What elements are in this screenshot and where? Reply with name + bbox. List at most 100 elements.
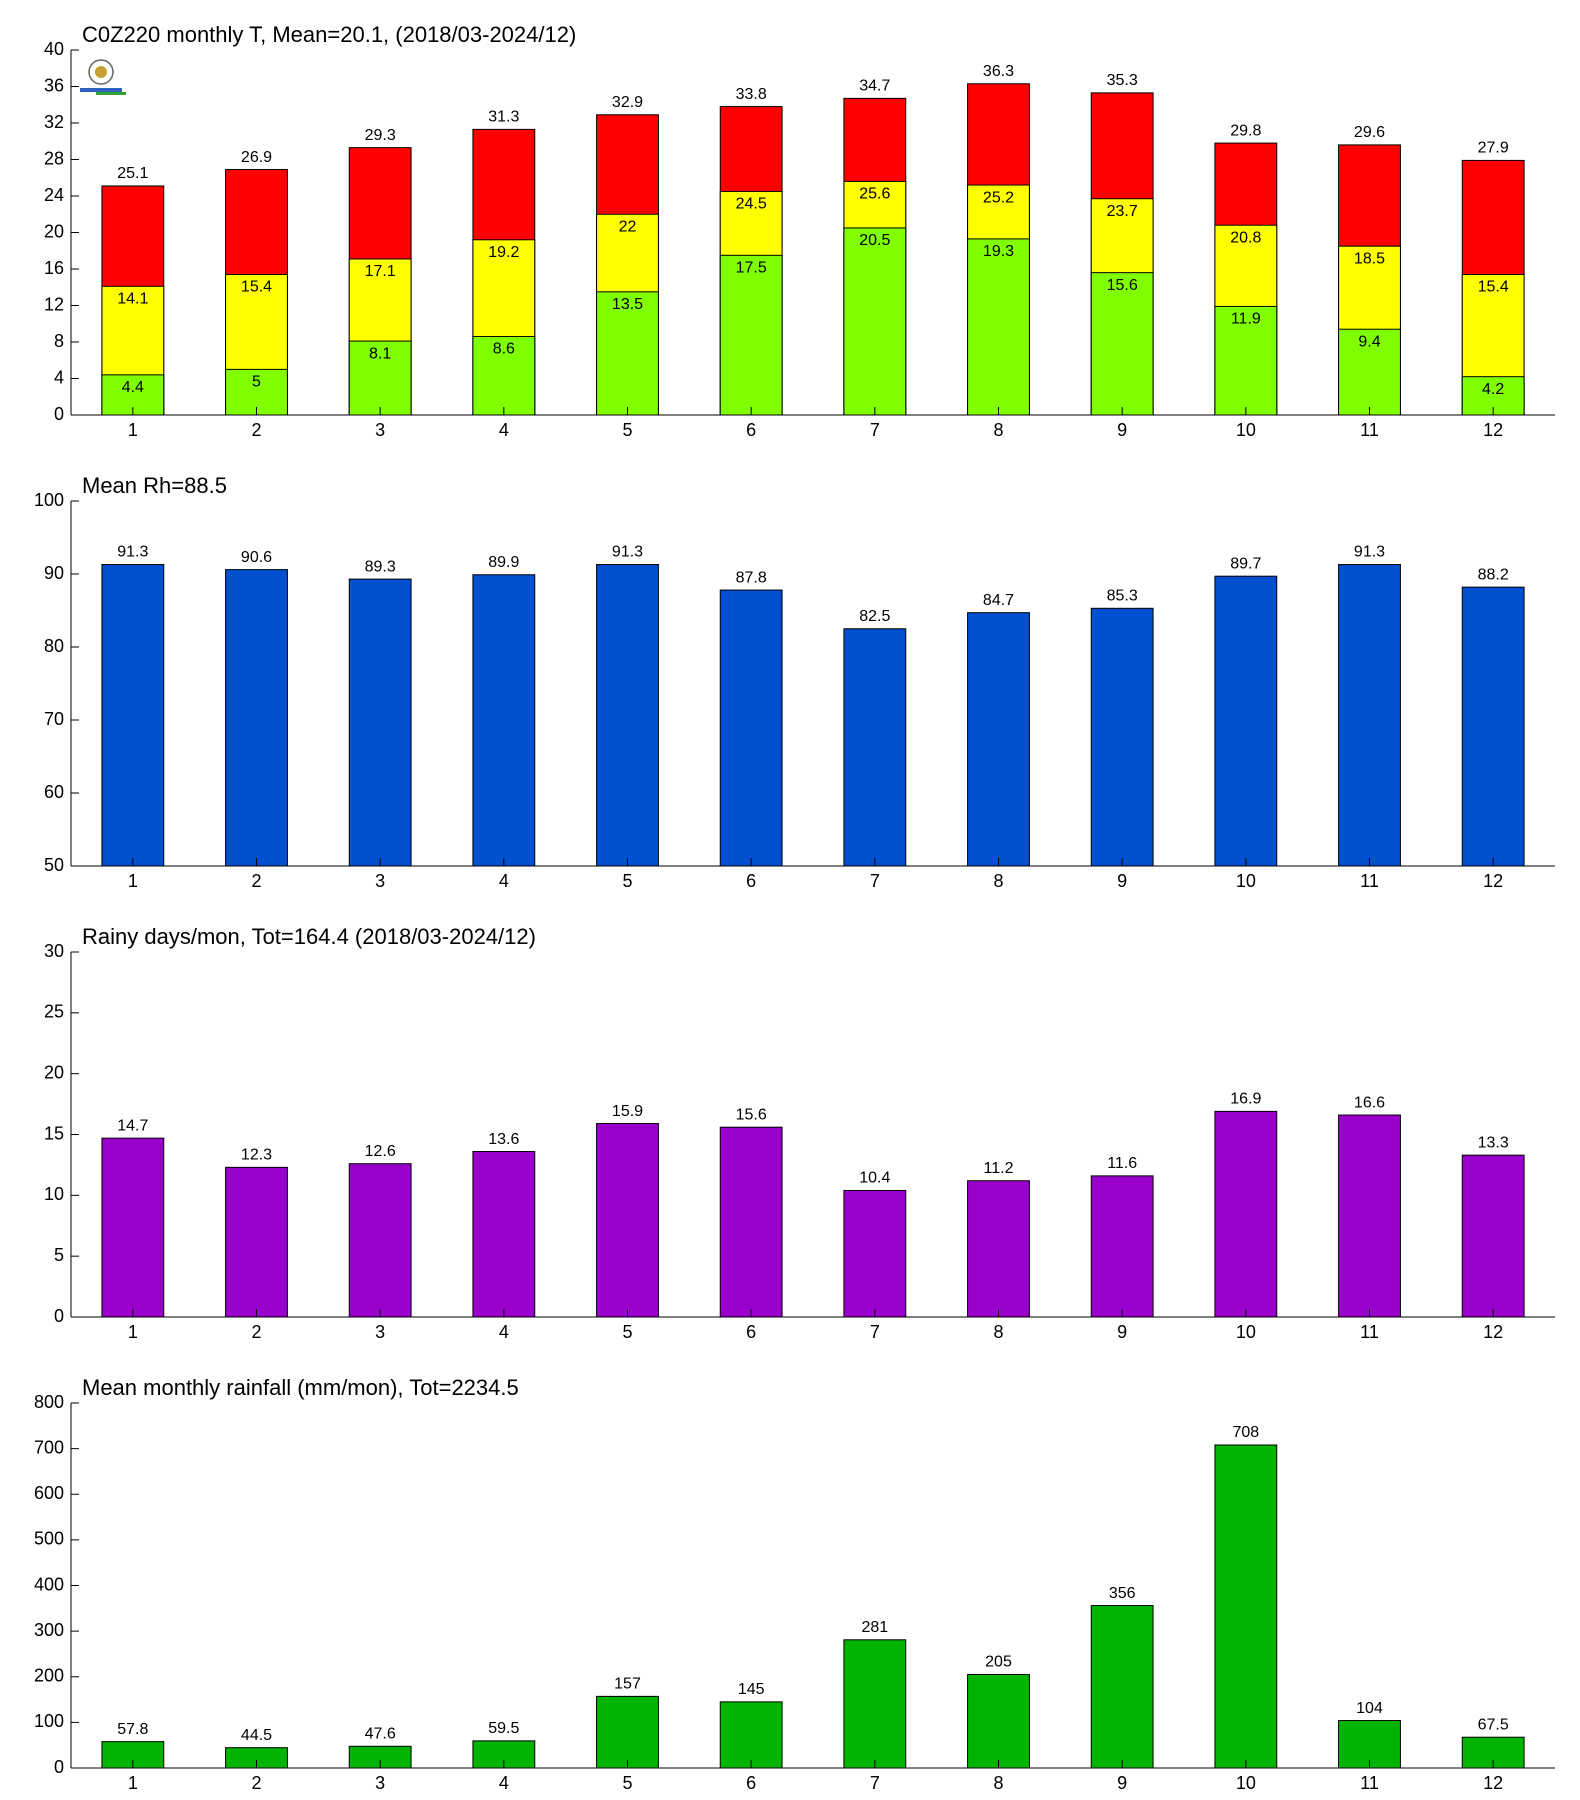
x-tick-label: 5 — [622, 420, 632, 440]
x-tick-label: 8 — [993, 871, 1003, 891]
y-tick-label: 50 — [44, 855, 64, 875]
data-label: 5 — [252, 374, 261, 391]
data-label: 44.5 — [241, 1727, 272, 1744]
bar — [1338, 564, 1401, 867]
x-tick-label: 5 — [622, 871, 632, 891]
y-tick-label: 5 — [54, 1245, 64, 1265]
data-label: 47.6 — [365, 1726, 396, 1743]
y-tick-label: 36 — [44, 75, 64, 95]
data-label: 14.7 — [117, 1117, 148, 1134]
y-tick-label: 8 — [54, 331, 64, 351]
data-label: 145 — [738, 1681, 765, 1698]
data-label: 59.5 — [488, 1720, 519, 1737]
y-tick-label: 60 — [44, 782, 64, 802]
y-tick-label: 20 — [44, 221, 64, 241]
x-tick-label: 9 — [1117, 1322, 1127, 1342]
x-tick-label: 8 — [993, 1322, 1003, 1342]
x-tick-label: 6 — [746, 420, 756, 440]
data-label: 29.6 — [1354, 124, 1385, 141]
data-label: 12.6 — [365, 1143, 396, 1160]
chart-title: Mean Rh=88.5 — [82, 473, 227, 498]
bar — [1214, 1110, 1278, 1318]
x-tick-label: 7 — [870, 1773, 880, 1793]
bar — [596, 1695, 659, 1769]
y-tick-label: 30 — [44, 941, 64, 961]
x-tick-label: 3 — [375, 871, 385, 891]
y-tick-label: 600 — [34, 1483, 64, 1503]
y-tick-label: 0 — [54, 1757, 64, 1777]
y-tick-label: 32 — [44, 112, 64, 132]
bar — [843, 1639, 907, 1769]
data-label: 19.3 — [983, 243, 1014, 260]
data-label: 11.6 — [1107, 1155, 1137, 1172]
x-tick-label: 1 — [128, 1773, 138, 1793]
data-label: 13.3 — [1478, 1134, 1509, 1151]
y-tick-label: 40 — [44, 39, 64, 59]
data-label: 11.9 — [1231, 311, 1261, 328]
bar — [1338, 328, 1401, 416]
bar — [1090, 1605, 1154, 1769]
x-tick-label: 3 — [375, 420, 385, 440]
data-label: 16.6 — [1354, 1094, 1385, 1111]
x-tick-label: 7 — [870, 420, 880, 440]
bar — [101, 1137, 165, 1318]
data-label: 25.2 — [983, 189, 1014, 206]
x-tick-label: 9 — [1117, 420, 1127, 440]
data-label: 20.8 — [1230, 229, 1261, 246]
bar — [1461, 1154, 1525, 1318]
data-label: 24.5 — [736, 196, 767, 213]
bar — [348, 340, 412, 416]
data-label: 157 — [614, 1676, 641, 1693]
data-label: 29.3 — [365, 127, 396, 144]
logo — [80, 59, 126, 95]
data-label: 15.6 — [736, 1106, 767, 1123]
x-tick-label: 1 — [128, 420, 138, 440]
y-tick-label: 28 — [44, 148, 64, 168]
y-tick-label: 70 — [44, 709, 64, 729]
data-label: 14.1 — [117, 291, 148, 308]
data-label: 88.2 — [1478, 566, 1509, 583]
x-tick-label: 12 — [1483, 1322, 1503, 1342]
data-label: 31.3 — [488, 109, 519, 126]
data-label: 91.3 — [1354, 544, 1385, 561]
data-label: 17.5 — [736, 260, 767, 277]
y-tick-label: 700 — [34, 1437, 64, 1457]
data-label: 356 — [1109, 1585, 1136, 1602]
data-label: 281 — [861, 1619, 888, 1636]
bar — [1090, 607, 1154, 867]
data-label: 17.1 — [365, 263, 396, 280]
bar — [1214, 1444, 1278, 1769]
data-label: 708 — [1232, 1424, 1259, 1441]
y-tick-label: 80 — [44, 636, 64, 656]
x-tick-label: 3 — [375, 1773, 385, 1793]
x-tick-label: 3 — [375, 1322, 385, 1342]
x-tick-label: 12 — [1483, 871, 1503, 891]
x-tick-label: 12 — [1483, 420, 1503, 440]
y-tick-label: 25 — [44, 1002, 64, 1022]
data-label: 25.1 — [117, 165, 148, 182]
bar — [1214, 305, 1278, 416]
x-tick-label: 4 — [499, 420, 509, 440]
y-tick-label: 90 — [44, 563, 64, 583]
data-label: 15.4 — [1478, 279, 1509, 296]
data-label: 89.3 — [365, 558, 396, 575]
bar — [843, 227, 907, 416]
bar — [719, 254, 783, 416]
data-label: 15.9 — [612, 1103, 643, 1120]
bar — [967, 1180, 1030, 1318]
data-label: 15.4 — [241, 279, 272, 296]
x-tick-label: 10 — [1236, 1773, 1256, 1793]
chart-title: C0Z220 monthly T, Mean=20.1, (2018/03-20… — [82, 22, 576, 47]
x-tick-label: 8 — [993, 420, 1003, 440]
x-tick-label: 9 — [1117, 871, 1127, 891]
bar — [348, 1163, 412, 1318]
data-label: 13.6 — [488, 1131, 519, 1148]
x-tick-label: 2 — [251, 871, 261, 891]
data-label: 89.7 — [1230, 555, 1261, 572]
x-tick-label: 1 — [128, 1322, 138, 1342]
x-tick-label: 7 — [870, 871, 880, 891]
x-tick-label: 5 — [622, 1322, 632, 1342]
bar — [1090, 1175, 1154, 1318]
x-tick-label: 9 — [1117, 1773, 1127, 1793]
data-label: 82.5 — [859, 608, 890, 625]
